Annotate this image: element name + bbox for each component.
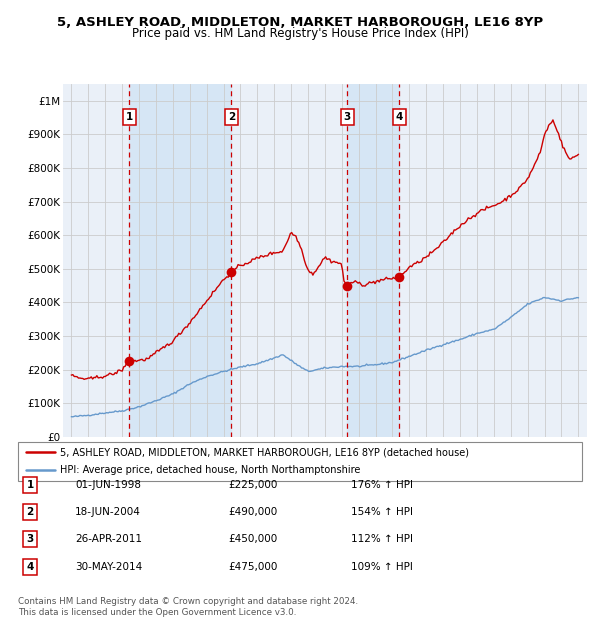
Text: 18-JUN-2004: 18-JUN-2004: [75, 507, 141, 517]
Text: £475,000: £475,000: [228, 562, 277, 572]
Text: 2: 2: [227, 112, 235, 122]
Text: 5, ASHLEY ROAD, MIDDLETON, MARKET HARBOROUGH, LE16 8YP (detached house): 5, ASHLEY ROAD, MIDDLETON, MARKET HARBOR…: [60, 448, 469, 458]
Text: 26-APR-2011: 26-APR-2011: [75, 534, 142, 544]
Text: 5, ASHLEY ROAD, MIDDLETON, MARKET HARBOROUGH, LE16 8YP: 5, ASHLEY ROAD, MIDDLETON, MARKET HARBOR…: [57, 16, 543, 29]
Text: 4: 4: [396, 112, 403, 122]
Text: 4: 4: [26, 562, 34, 572]
Text: 2: 2: [26, 507, 34, 517]
Text: £225,000: £225,000: [228, 480, 277, 490]
Text: Contains HM Land Registry data © Crown copyright and database right 2024.
This d: Contains HM Land Registry data © Crown c…: [18, 598, 358, 617]
Bar: [347, 84, 400, 437]
Text: 1: 1: [125, 112, 133, 122]
Text: 112% ↑ HPI: 112% ↑ HPI: [351, 534, 413, 544]
Text: £450,000: £450,000: [228, 534, 277, 544]
Text: Price paid vs. HM Land Registry's House Price Index (HPI): Price paid vs. HM Land Registry's House …: [131, 27, 469, 40]
Text: 109% ↑ HPI: 109% ↑ HPI: [351, 562, 413, 572]
Text: HPI: Average price, detached house, North Northamptonshire: HPI: Average price, detached house, Nort…: [60, 465, 361, 475]
Bar: [129, 84, 231, 437]
Text: 3: 3: [344, 112, 351, 122]
Text: 1: 1: [26, 480, 34, 490]
Text: 3: 3: [26, 534, 34, 544]
Text: 176% ↑ HPI: 176% ↑ HPI: [351, 480, 413, 490]
Text: 154% ↑ HPI: 154% ↑ HPI: [351, 507, 413, 517]
Text: 01-JUN-1998: 01-JUN-1998: [75, 480, 141, 490]
Text: £490,000: £490,000: [228, 507, 277, 517]
Text: 30-MAY-2014: 30-MAY-2014: [75, 562, 142, 572]
